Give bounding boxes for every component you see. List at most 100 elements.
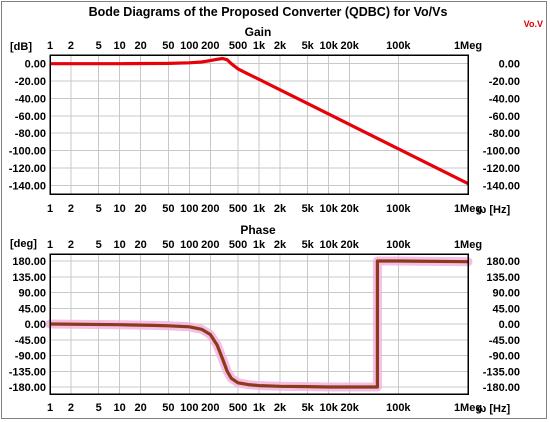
gain-x-tick-label: 100k <box>386 40 411 52</box>
phase-y-tick-label-left: -180.00 <box>9 382 46 394</box>
trace-label: Vo.V <box>524 19 543 29</box>
gain-x-tick-label: 50 <box>162 40 174 52</box>
gain-x-tick-label: 20 <box>135 203 147 215</box>
gain-x-tick-label: 5 <box>96 40 102 52</box>
phase-y-unit: [deg] <box>10 238 37 250</box>
phase-y-tick-label-left: -45.00 <box>15 335 46 347</box>
phase-x-tick-label: 5 <box>96 239 102 251</box>
phase-y-tick-label-right: 0.00 <box>499 319 520 331</box>
gain-x-tick-label: 20 <box>135 40 147 52</box>
phase-y-tick-label-right: 180.00 <box>486 256 520 268</box>
gain-x-tick-label: 1k <box>253 203 266 215</box>
phase-x-tick-label: 10k <box>319 402 338 414</box>
gain-x-tick-label: 2 <box>68 203 74 215</box>
gain-y-tick-label-right: -140.00 <box>483 180 520 192</box>
gain-y-ticks-left: 0.00 -20.00 -40.00 -60.00 -80.00 -100.00 -120.… <box>9 59 46 193</box>
gain-x-tick-label: 10 <box>114 203 126 215</box>
gain-x-ticks-bottom: 1 2 5 10 20 50 100 200 500 1k 2k 5k 10k 20k 100k 1Meg <box>47 203 482 215</box>
phase-y-tick-label-left: 45.00 <box>18 303 46 315</box>
gain-y-tick-label-right: -100.00 <box>483 146 520 158</box>
phase-x-tick-label: 5k <box>302 239 315 251</box>
gain-x-tick-label: 10 <box>114 40 126 52</box>
phase-x-tick-label: 100 <box>180 239 198 251</box>
gain-y-ticks-right: 0.00 -20.00 -40.00 -60.00 -80.00 -100.00 -120.… <box>483 59 520 193</box>
phase-x-tick-label: 2k <box>274 402 287 414</box>
gain-x-tick-label: 10k <box>319 40 338 52</box>
gain-x-tick-label: 50 <box>162 203 174 215</box>
gain-grid <box>49 55 469 194</box>
gain-y-tick-label-right: -20.00 <box>489 76 520 88</box>
gain-x-tick-label: 5k <box>302 40 315 52</box>
gain-plot-area <box>49 54 469 195</box>
gain-y-tick-label-right: -80.00 <box>489 128 520 140</box>
phase-y-ticks-left: 180.00 135.00 90.00 45.00 0.00 -45.00 -90.00 -1… <box>9 256 46 394</box>
gain-y-tick-label-left: -60.00 <box>15 111 46 123</box>
phase-x-tick-label: 100k <box>386 239 411 251</box>
phase-y-tick-label-right: 135.00 <box>486 272 520 284</box>
phase-y-tick-label-left: -135.00 <box>9 366 46 378</box>
phase-x-tick-label: 500 <box>229 402 247 414</box>
gain-y-tick-label-left: 0.00 <box>25 59 46 71</box>
gain-x-tick-label: 1 <box>47 203 53 215</box>
gain-x-tick-label: 5k <box>302 203 315 215</box>
gain-x-tick-label: 20k <box>340 40 359 52</box>
gain-x-tick-label: 2k <box>274 203 287 215</box>
phase-x-tick-label: 200 <box>201 402 219 414</box>
phase-y-tick-label-left: 135.00 <box>12 272 46 284</box>
phase-trace-group <box>45 256 473 392</box>
phase-panel-title: Phase <box>240 223 276 237</box>
phase-x-tick-label: 50 <box>162 402 174 414</box>
gain-x-unit: ω [Hz] <box>477 204 510 216</box>
gain-x-ticks-top: 1 2 5 10 20 50 100 200 500 1k 2k 5k 10k 20k 100k 1Meg <box>47 40 482 52</box>
gain-y-tick-label-right: -120.00 <box>483 163 520 175</box>
gain-x-tick-label: 200 <box>201 40 219 52</box>
gain-y-tick-label-left: -20.00 <box>15 76 46 88</box>
gain-x-tick-label: 2 <box>68 40 74 52</box>
gain-x-tick-label: 2k <box>274 40 287 52</box>
phase-x-tick-label: 20 <box>135 239 147 251</box>
phase-y-tick-label-right: -45.00 <box>489 335 520 347</box>
phase-x-tick-label: 2k <box>274 239 287 251</box>
gain-x-tick-label: 1 <box>47 40 53 52</box>
gain-y-tick-label-left: -80.00 <box>15 128 46 140</box>
gain-trace-group <box>50 56 469 186</box>
phase-x-tick-label: 50 <box>162 239 174 251</box>
phase-y-tick-label-left: 0.00 <box>25 319 46 331</box>
phase-y-tick-label-right: -180.00 <box>483 382 520 394</box>
phase-x-tick-label: 1Meg <box>454 239 482 251</box>
phase-y-tick-label-right: -90.00 <box>489 351 520 363</box>
phase-x-tick-label: 200 <box>201 239 219 251</box>
gain-x-tick-label: 5 <box>96 203 102 215</box>
gain-x-tick-label: 10k <box>319 203 338 215</box>
phase-x-tick-label: 2 <box>68 402 74 414</box>
gain-x-tick-label: 200 <box>201 203 219 215</box>
phase-x-tick-label: 10 <box>114 239 126 251</box>
phase-y-tick-label-right: -135.00 <box>483 366 520 378</box>
gain-trace-line <box>50 56 469 186</box>
gain-x-tick-label: 20k <box>340 203 359 215</box>
phase-x-unit: ω [Hz] <box>477 403 510 415</box>
phase-x-tick-label: 10k <box>319 239 338 251</box>
gain-x-tick-label: 500 <box>229 203 247 215</box>
phase-x-ticks-bottom: 1 2 5 10 20 50 100 200 500 1k 2k 5k 10k 20k 100k 1Meg <box>47 402 482 414</box>
gain-x-tick-label: 500 <box>229 40 247 52</box>
gain-y-tick-label-right: 0.00 <box>499 59 520 71</box>
phase-x-tick-label: 500 <box>229 239 247 251</box>
phase-x-tick-label: 5 <box>96 402 102 414</box>
phase-trace-line <box>49 259 469 389</box>
phase-x-ticks-top: 1 2 5 10 20 50 100 200 500 1k 2k 5k 10k 20k 100k 1Meg <box>47 239 482 251</box>
phase-y-tick-label-right: 45.00 <box>492 303 520 315</box>
phase-x-tick-label: 1k <box>253 402 266 414</box>
gain-y-unit: [dB] <box>10 41 32 53</box>
phase-y-ticks-right: 180.00 135.00 90.00 45.00 0.00 -45.00 -90.00 -1… <box>483 256 520 394</box>
phase-x-tick-label: 2 <box>68 239 74 251</box>
phase-x-tick-label: 5k <box>302 402 315 414</box>
phase-x-tick-label: 1k <box>253 239 266 251</box>
gain-x-tick-label: 100 <box>180 203 198 215</box>
gain-y-tick-label-left: -100.00 <box>9 146 46 158</box>
gain-y-tick-label-left: -120.00 <box>9 163 46 175</box>
phase-y-tick-label-right: 90.00 <box>492 288 520 300</box>
